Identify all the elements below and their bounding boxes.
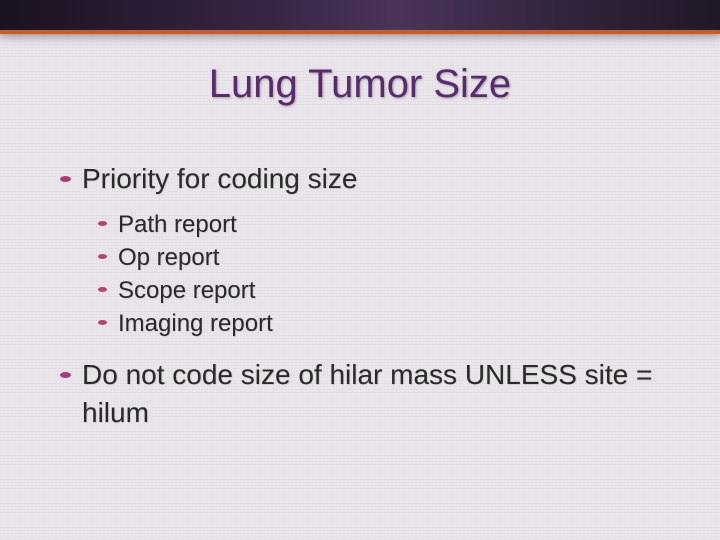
sub-bullet-point: Scope report: [118, 274, 680, 307]
bullet-list-level2: Path report Op report Scope report Imagi…: [82, 208, 680, 340]
slide-content: Priority for coding size Path report Op …: [82, 160, 680, 440]
header-accent-line: [0, 30, 720, 34]
slide-title: Lung Tumor Size: [0, 62, 720, 107]
sub-bullet-point: Imaging report: [118, 307, 680, 340]
bullet-point: Do not code size of hilar mass UNLESS si…: [82, 356, 680, 432]
header-band: [0, 0, 720, 30]
bullet-point: Priority for coding size: [82, 160, 680, 198]
sub-bullet-point: Path report: [118, 208, 680, 241]
sub-bullet-point: Op report: [118, 241, 680, 274]
bullet-list-level1: Priority for coding size Path report Op …: [82, 160, 680, 432]
